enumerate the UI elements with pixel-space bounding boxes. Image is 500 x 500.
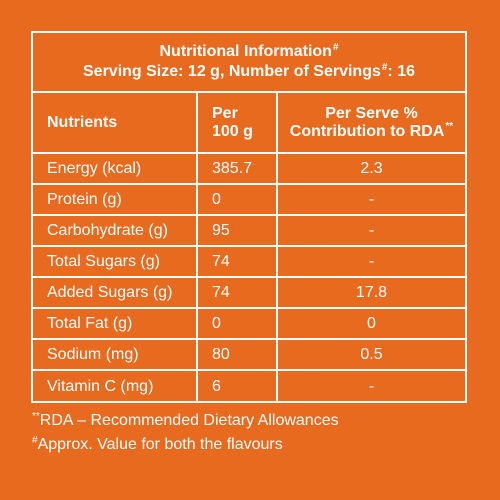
nutrients-column-header: Nutrients bbox=[33, 93, 198, 152]
column-headers: Nutrients Per 100 g Per Serve % Contribu… bbox=[33, 93, 465, 154]
per-100g-column-header: Per 100 g bbox=[198, 93, 278, 152]
table-row: Protein (g) 0 - bbox=[33, 185, 465, 216]
rda-value: 0.5 bbox=[360, 345, 383, 363]
per-100g-value: 385.7 bbox=[198, 154, 278, 183]
table-row: Sodium (mg) 80 0.5 bbox=[33, 340, 465, 371]
per-100g-value: 95 bbox=[198, 216, 278, 245]
rda-value: 0 bbox=[367, 314, 376, 332]
nutrient-name: Energy (kcal) bbox=[33, 154, 198, 183]
table-header: Nutritional Information# Serving Size: 1… bbox=[33, 33, 465, 93]
rda-value: - bbox=[368, 190, 375, 208]
table-row: Energy (kcal) 385.7 2.3 bbox=[33, 154, 465, 185]
serving-info: Serving Size: 12 g, Number of Servings#:… bbox=[83, 61, 415, 80]
table-row: Vitamin C (mg) 6 - bbox=[33, 371, 465, 402]
nutrient-name: Carbohydrate (g) bbox=[33, 216, 198, 245]
table-row: Added Sugars (g) 74 17.8 bbox=[33, 278, 465, 309]
rda-value: 2.3 bbox=[360, 159, 383, 177]
nutrient-name: Added Sugars (g) bbox=[33, 278, 198, 307]
per-100g-value: 74 bbox=[198, 278, 278, 307]
rda-column-header: Per Serve % Contribution to RDA** bbox=[289, 104, 454, 140]
per-100g-value: 74 bbox=[198, 247, 278, 276]
nutrient-name: Vitamin C (mg) bbox=[33, 371, 198, 402]
title-footnote-mark: # bbox=[332, 41, 339, 53]
rda-value: - bbox=[368, 252, 375, 270]
rda-value: 17.8 bbox=[355, 283, 388, 301]
nutrient-name: Sodium (mg) bbox=[33, 340, 198, 369]
nutrient-name: Protein (g) bbox=[33, 185, 198, 214]
rda-value: - bbox=[368, 221, 375, 239]
table-row: Carbohydrate (g) 95 - bbox=[33, 216, 465, 247]
rda-value: - bbox=[368, 377, 375, 395]
nutrient-name: Total Sugars (g) bbox=[33, 247, 198, 276]
serving-footnote-mark: # bbox=[381, 61, 388, 73]
approx-footnote: #Approx. Value for both the flavours bbox=[32, 434, 283, 453]
per-100g-value: 6 bbox=[198, 371, 278, 402]
table-row: Total Fat (g) 0 0 bbox=[33, 309, 465, 340]
nutrition-title: Nutritional Information# bbox=[159, 41, 339, 60]
per-100g-value: 80 bbox=[198, 340, 278, 369]
nutrition-table: Nutritional Information# Serving Size: 1… bbox=[31, 31, 467, 403]
footnotes: **RDA – Recommended Dietary Allowances #… bbox=[31, 409, 471, 457]
table-row: Total Sugars (g) 74 - bbox=[33, 247, 465, 278]
nutrient-name: Total Fat (g) bbox=[33, 309, 198, 338]
per-100g-value: 0 bbox=[198, 185, 278, 214]
per-100g-value: 0 bbox=[198, 309, 278, 338]
rda-footnote: **RDA – Recommended Dietary Allowances bbox=[32, 410, 339, 429]
